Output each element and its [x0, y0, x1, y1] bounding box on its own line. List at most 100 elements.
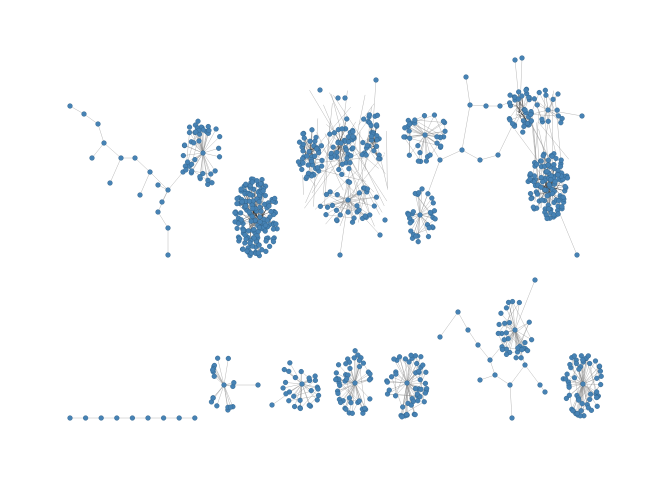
node — [329, 202, 336, 209]
edge — [167, 171, 184, 191]
node — [477, 157, 483, 163]
node — [587, 391, 594, 397]
edge — [522, 93, 527, 110]
node — [437, 157, 443, 163]
edge — [305, 123, 341, 203]
node — [312, 377, 318, 383]
node — [118, 155, 124, 161]
node — [406, 128, 412, 134]
node — [242, 232, 248, 238]
edge — [69, 105, 85, 115]
node — [240, 227, 246, 233]
node — [216, 145, 222, 151]
edge — [415, 193, 421, 216]
node — [440, 118, 447, 124]
node — [192, 415, 198, 421]
node — [556, 198, 562, 204]
node — [527, 191, 534, 197]
node — [298, 368, 304, 375]
node — [423, 158, 429, 164]
edge — [389, 382, 408, 391]
edge — [212, 384, 225, 399]
node — [548, 177, 554, 183]
edge — [514, 302, 520, 331]
edge — [338, 149, 345, 170]
edge — [419, 214, 429, 237]
node — [308, 158, 315, 165]
edge — [337, 382, 356, 392]
node — [246, 209, 252, 215]
node — [580, 381, 586, 387]
node — [386, 387, 392, 393]
node — [98, 415, 104, 421]
node — [415, 143, 421, 149]
edge — [554, 95, 565, 200]
node — [356, 207, 362, 213]
node — [408, 228, 414, 234]
edge — [313, 150, 364, 177]
node — [555, 172, 561, 178]
node — [248, 250, 254, 256]
node — [528, 111, 534, 118]
node — [544, 193, 550, 199]
edge — [419, 188, 423, 216]
node — [155, 182, 161, 188]
node — [549, 153, 555, 159]
edge — [288, 383, 303, 401]
node — [467, 102, 473, 108]
node — [356, 190, 362, 196]
edge — [331, 168, 368, 205]
edge — [387, 393, 421, 397]
node — [427, 152, 433, 158]
edge — [407, 126, 438, 144]
node — [343, 147, 349, 153]
edge — [325, 154, 385, 225]
node — [345, 209, 351, 215]
edge — [461, 149, 481, 161]
node — [249, 179, 255, 185]
node — [101, 140, 107, 146]
node — [503, 305, 510, 311]
edge — [514, 322, 530, 331]
node — [335, 95, 341, 101]
edge — [410, 214, 421, 232]
node — [502, 320, 508, 326]
node — [367, 371, 373, 377]
node — [193, 129, 199, 135]
node — [346, 179, 353, 185]
edge — [347, 196, 377, 201]
edge — [337, 194, 358, 213]
node — [576, 366, 582, 372]
node — [250, 205, 256, 212]
node — [518, 355, 524, 361]
node — [299, 381, 305, 387]
node — [256, 242, 262, 248]
node — [406, 152, 412, 158]
edge — [509, 384, 513, 419]
node — [374, 137, 380, 143]
edge — [494, 374, 511, 386]
node — [249, 213, 255, 220]
node — [319, 163, 325, 169]
node — [183, 167, 189, 173]
edge — [419, 159, 441, 216]
node — [545, 162, 551, 168]
node — [356, 357, 363, 363]
node — [346, 166, 352, 172]
edge — [293, 380, 316, 397]
node — [522, 362, 528, 368]
node — [306, 149, 312, 155]
node — [546, 206, 552, 212]
node — [246, 198, 253, 204]
node — [291, 403, 298, 410]
node — [373, 122, 380, 128]
node — [438, 143, 444, 149]
node — [434, 140, 440, 146]
node — [376, 156, 382, 162]
edge — [216, 384, 225, 406]
node — [333, 377, 339, 383]
node — [356, 398, 362, 404]
node — [530, 204, 536, 210]
node — [323, 191, 330, 198]
node — [347, 365, 353, 372]
